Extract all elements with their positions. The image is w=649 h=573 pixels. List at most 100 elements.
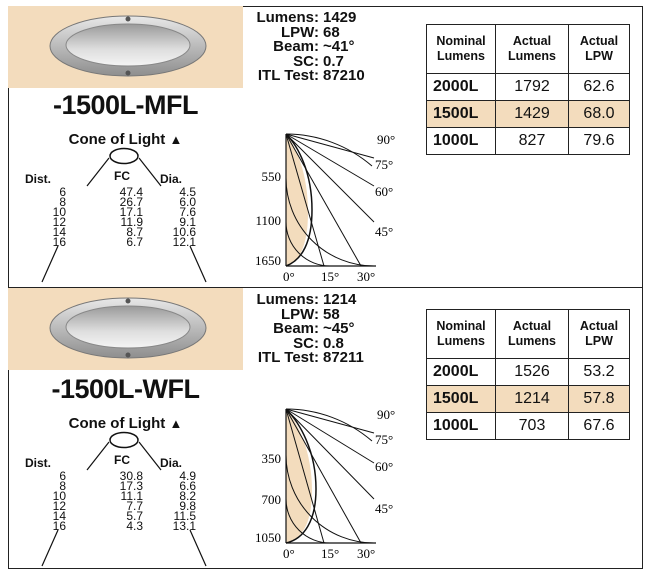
cone-title-text: Cone of Light	[68, 131, 166, 148]
cone-fc-values: 47.4 26.7 17.1 11.9 8.7 6.7	[109, 185, 143, 248]
polar-bottom-label: 0°	[283, 546, 295, 561]
cone-header-fc: FC	[114, 169, 130, 183]
cone-diagram	[41, 147, 207, 283]
polar-distribution-chart: 550 1100 1650 90° 75° 60° 45° 0° 15° 30°	[255, 132, 395, 284]
cone-value: 8	[59, 195, 66, 209]
cone-value: 4.5	[179, 185, 196, 199]
actual-lpw-cell: 57.8	[568, 385, 630, 413]
polar-angle-label: 90°	[377, 407, 395, 422]
nominal-lumens-cell: 2000L	[426, 73, 496, 101]
actual-lumens-cell: 1792	[495, 73, 569, 101]
polar-radial-label: 350	[262, 451, 282, 466]
spec-label: ITL Test:	[257, 349, 319, 366]
section-divider	[8, 287, 643, 288]
spec-sc: SC: 0.8	[256, 336, 396, 351]
spec-beam: Beam: ~45°	[256, 321, 396, 336]
nominal-lumens-cell: 1000L	[426, 127, 496, 155]
cone-value: 17.1	[119, 205, 143, 219]
product-section-mfl: -1500L-MFL Cone of Light ▲ Dist. FC Dia.…	[8, 6, 643, 287]
polar-angle-label: 75°	[375, 432, 393, 447]
nominal-lumens-cell: 1000L	[426, 412, 496, 440]
polar-radial-label: 1100	[255, 213, 281, 228]
cone-dist-values: 6 8 10 12 14 16	[46, 469, 66, 532]
cone-value: 47.4	[119, 185, 143, 199]
cone-header-dia: Dia.	[160, 456, 183, 470]
table-header-row: Nominal Lumens Actual Lumens Actual LPW	[426, 24, 630, 74]
spec-value: 58	[323, 305, 340, 323]
cone-value: 11.9	[120, 215, 143, 229]
cone-value: 14	[52, 509, 66, 523]
polar-angle-label: 60°	[375, 459, 393, 474]
spec-label: SC:	[293, 334, 319, 352]
spec-beam: Beam: ~41°	[256, 39, 396, 54]
actual-lpw-cell: 68.0	[568, 100, 630, 128]
cone-value: 10	[52, 489, 66, 503]
triangle-icon: ▲	[169, 416, 183, 431]
triangle-icon: ▲	[169, 132, 183, 147]
cone-header-dia: Dia.	[160, 172, 183, 186]
table-row-highlighted: 1500L 1429 68.0	[426, 100, 630, 128]
cone-value: 8	[59, 479, 66, 493]
cone-value: 12.1	[172, 235, 196, 249]
polar-radial-label: 1650	[255, 253, 281, 268]
spec-lpw: LPW: 68	[256, 25, 396, 40]
actual-lumens-cell: 827	[495, 127, 569, 155]
polar-angle-label: 75°	[375, 157, 393, 172]
cone-diagram	[41, 431, 207, 567]
spec-lumens: Lumens: 1214	[256, 292, 396, 307]
spec-itl-test: ITL Test: 87211	[256, 350, 396, 365]
cone-value: 9.8	[179, 499, 196, 513]
polar-bottom-label: 30°	[357, 546, 375, 561]
product-section-wfl: -1500L-WFL Cone of Light ▲ Dist. FC Dia.…	[8, 288, 643, 569]
cone-dist-values: 6 8 10 12 14 16	[46, 186, 66, 248]
actual-lpw-cell: 53.2	[568, 358, 630, 386]
cone-value: 11.5	[173, 509, 196, 523]
spec-value: 1429	[323, 9, 357, 26]
cone-header-dist: Dist.	[25, 456, 52, 470]
column-header: Actual LPW	[568, 24, 630, 74]
spec-label: Beam:	[273, 38, 319, 55]
spec-label: Lumens:	[256, 291, 319, 308]
cone-value: 6	[59, 469, 66, 483]
spec-value: 1214	[323, 291, 357, 308]
spec-value: 87211	[323, 349, 364, 366]
actual-lumens-cell: 1429	[495, 100, 569, 128]
actual-lumens-cell: 703	[495, 412, 569, 440]
cone-value: 5.7	[126, 509, 143, 523]
cone-value: 4.3	[126, 519, 143, 533]
cone-value: 12	[52, 215, 66, 229]
spec-value: 68	[323, 23, 340, 41]
cone-value: 11.1	[120, 489, 143, 503]
actual-lpw-cell: 67.6	[568, 412, 630, 440]
cone-value: 9.1	[179, 215, 196, 229]
cone-title-text: Cone of Light	[68, 415, 166, 432]
cone-value: 6.0	[179, 195, 196, 209]
cone-value: 17.3	[119, 479, 143, 493]
spec-value: ~45°	[323, 320, 355, 337]
spec-value: 0.7	[323, 52, 344, 70]
cone-fc-values: 30.8 17.3 11.1 7.7 5.7 4.3	[109, 470, 143, 533]
column-header: Nominal Lumens	[426, 24, 496, 74]
cone-value: 8.2	[179, 489, 196, 503]
polar-bottom-label: 15°	[321, 269, 339, 284]
polar-angle-label: 45°	[375, 224, 393, 239]
cone-value: 8.7	[126, 225, 143, 239]
polar-distribution-chart: 350 700 1050 90° 75° 60° 45° 0° 15° 30°	[255, 407, 395, 561]
spec-value: 87210	[323, 67, 365, 84]
spec-label: Lumens:	[256, 9, 319, 26]
actual-lumens-cell: 1526	[495, 358, 569, 386]
photometric-specs: Lumens: 1214 LPW: 58 Beam: ~45° SC: 0.8 ITL …	[256, 292, 396, 365]
cone-value: 7.6	[179, 205, 196, 219]
model-name: -1500L-MFL	[52, 90, 199, 120]
spec-sc: SC: 0.7	[256, 54, 396, 69]
nominal-lumens-cell: 2000L	[426, 358, 496, 386]
polar-bottom-label: 0°	[283, 269, 295, 284]
cone-value: 14	[52, 225, 66, 239]
cone-value: 10.6	[172, 225, 196, 239]
actual-lpw-cell: 79.6	[568, 127, 630, 155]
lumen-output-table: Nominal Lumens Actual Lumens Actual LPW …	[426, 309, 630, 440]
spec-itl-test: ITL Test: 87210	[256, 68, 396, 83]
cone-header-dist: Dist.	[25, 172, 52, 186]
cone-of-light-title: Cone of Light ▲	[8, 131, 243, 148]
lumen-output-table: Nominal Lumens Actual Lumens Actual LPW …	[426, 24, 630, 155]
